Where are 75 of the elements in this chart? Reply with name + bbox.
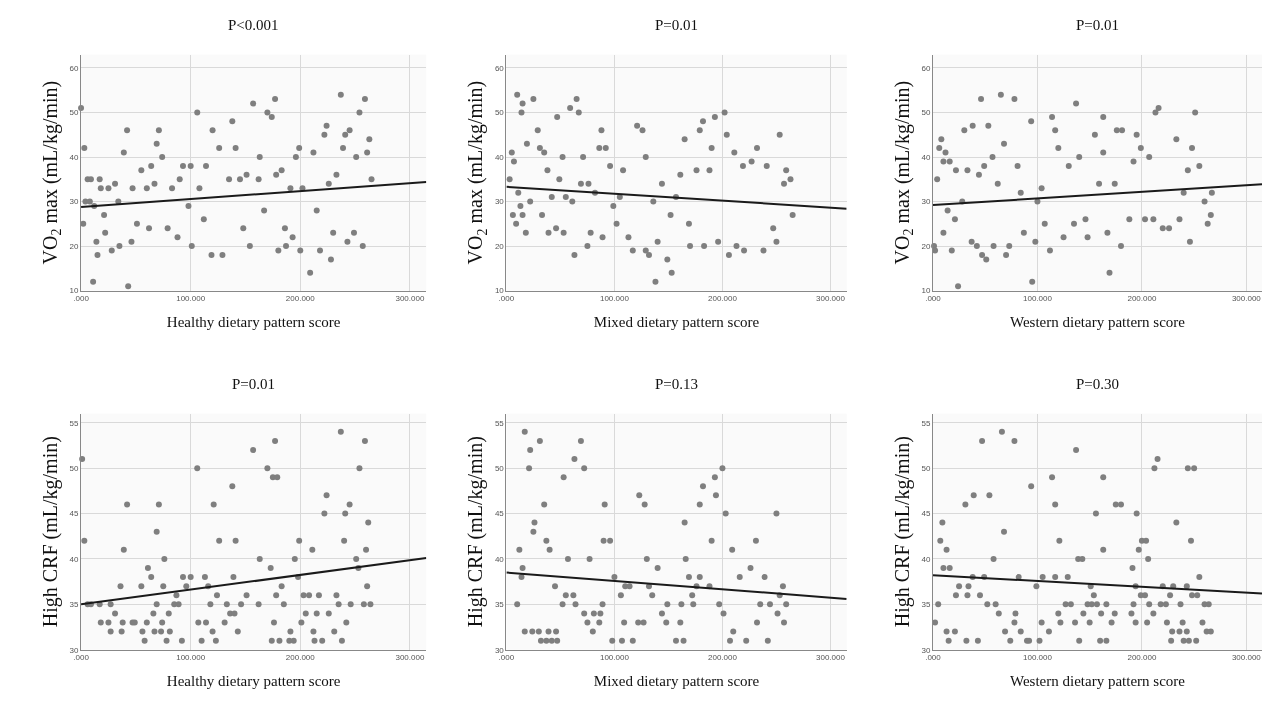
y-tick-label: 40 <box>494 152 505 162</box>
chart-title: P=0.13 <box>655 376 699 392</box>
y-tick-label: 45 <box>69 509 79 519</box>
y-axis-title: High CRF (mL/kg/min) <box>464 436 488 628</box>
y-tick-label: 50 <box>494 463 505 473</box>
y-tick-label: 40 <box>494 554 505 564</box>
x-tick-label: 200.000 <box>1127 653 1157 663</box>
y-tick-label: 60 <box>921 63 931 73</box>
y-tick-label: 50 <box>69 463 79 473</box>
x-tick-label: 300.000 <box>395 653 425 663</box>
x-tick-label: 100.000 <box>176 294 206 304</box>
x-tick-label: .000 <box>498 653 515 663</box>
x-tick-label: .000 <box>73 653 90 663</box>
y-tick-label: 40 <box>69 554 79 564</box>
y-tick-label: 10 <box>494 286 505 296</box>
x-tick-label: 100.000 <box>1022 653 1053 663</box>
x-axis-title: Mixed dietary pattern score <box>593 314 760 331</box>
x-tick-label: 200.000 <box>285 294 316 304</box>
y-tick-label: 35 <box>494 600 505 610</box>
y-tick-label: 40 <box>921 554 931 564</box>
y-tick-label: 55 <box>921 418 931 428</box>
x-tick-label: 200.000 <box>285 653 316 663</box>
x-axis-title: Healthy dietary pattern score <box>166 673 341 690</box>
x-tick-label: .000 <box>925 294 942 304</box>
x-axis-title: Western dietary pattern score <box>1010 314 1186 331</box>
x-tick-label: .000 <box>73 294 90 304</box>
x-tick-label: 200.000 <box>707 294 738 304</box>
y-tick-label: 50 <box>921 108 931 118</box>
y-tick-label: 55 <box>494 418 505 428</box>
y-tick-label: 60 <box>69 63 79 73</box>
y-tick-label: 20 <box>494 241 505 251</box>
y-tick-label: 30 <box>494 197 505 207</box>
y-tick-label: 45 <box>921 509 931 519</box>
x-tick-label: .000 <box>498 294 515 304</box>
y-tick-label: 45 <box>494 509 505 519</box>
y-tick-label: 50 <box>69 108 79 118</box>
x-tick-label: 200.000 <box>707 653 738 663</box>
y-tick-label: 10 <box>69 286 79 296</box>
y-tick-label: 50 <box>921 463 931 473</box>
chart-title: P<0.001 <box>228 17 279 33</box>
y-tick-label: 50 <box>494 108 505 118</box>
y-tick-label: 40 <box>69 152 79 162</box>
x-tick-label: 100.000 <box>599 653 630 663</box>
x-tick-label: 100.000 <box>176 653 206 663</box>
y-tick-label: 60 <box>494 63 505 73</box>
x-tick-label: 300.000 <box>395 294 425 304</box>
x-tick-label: 200.000 <box>1127 294 1157 304</box>
x-tick-label: .000 <box>925 653 942 663</box>
y-axis-title: High CRF (mL/kg/min) <box>39 436 63 628</box>
y-tick-label: 40 <box>921 152 931 162</box>
y-tick-label: 35 <box>69 600 79 610</box>
y-tick-label: 55 <box>69 418 79 428</box>
x-tick-label: 100.000 <box>1022 294 1053 304</box>
y-tick-label: 30 <box>921 645 931 655</box>
x-axis-title: Western dietary pattern score <box>1010 673 1186 690</box>
x-axis-title: Healthy dietary pattern score <box>166 314 341 331</box>
y-tick-label: 20 <box>921 241 931 251</box>
chart-title: P=0.01 <box>655 17 699 33</box>
x-tick-label: 300.000 <box>816 294 846 304</box>
x-tick-label: 300.000 <box>1231 294 1262 304</box>
x-tick-label: 300.000 <box>1231 653 1262 663</box>
chart-title: P=0.01 <box>232 376 276 392</box>
y-tick-label: 30 <box>494 645 505 655</box>
x-tick-label: 100.000 <box>599 294 630 304</box>
y-tick-label: 30 <box>69 197 79 207</box>
x-axis-title: Mixed dietary pattern score <box>593 673 760 690</box>
x-tick-label: 300.000 <box>816 653 846 663</box>
y-tick-label: 10 <box>921 286 931 296</box>
y-tick-label: 30 <box>921 197 931 207</box>
y-tick-label: 35 <box>921 600 931 610</box>
chart-title: P=0.30 <box>1076 376 1120 392</box>
y-axis-title: High CRF (mL/kg/min) <box>890 436 914 628</box>
y-tick-label: 20 <box>69 241 79 251</box>
chart-title: P=0.01 <box>1076 17 1120 33</box>
y-tick-label: 30 <box>69 645 79 655</box>
